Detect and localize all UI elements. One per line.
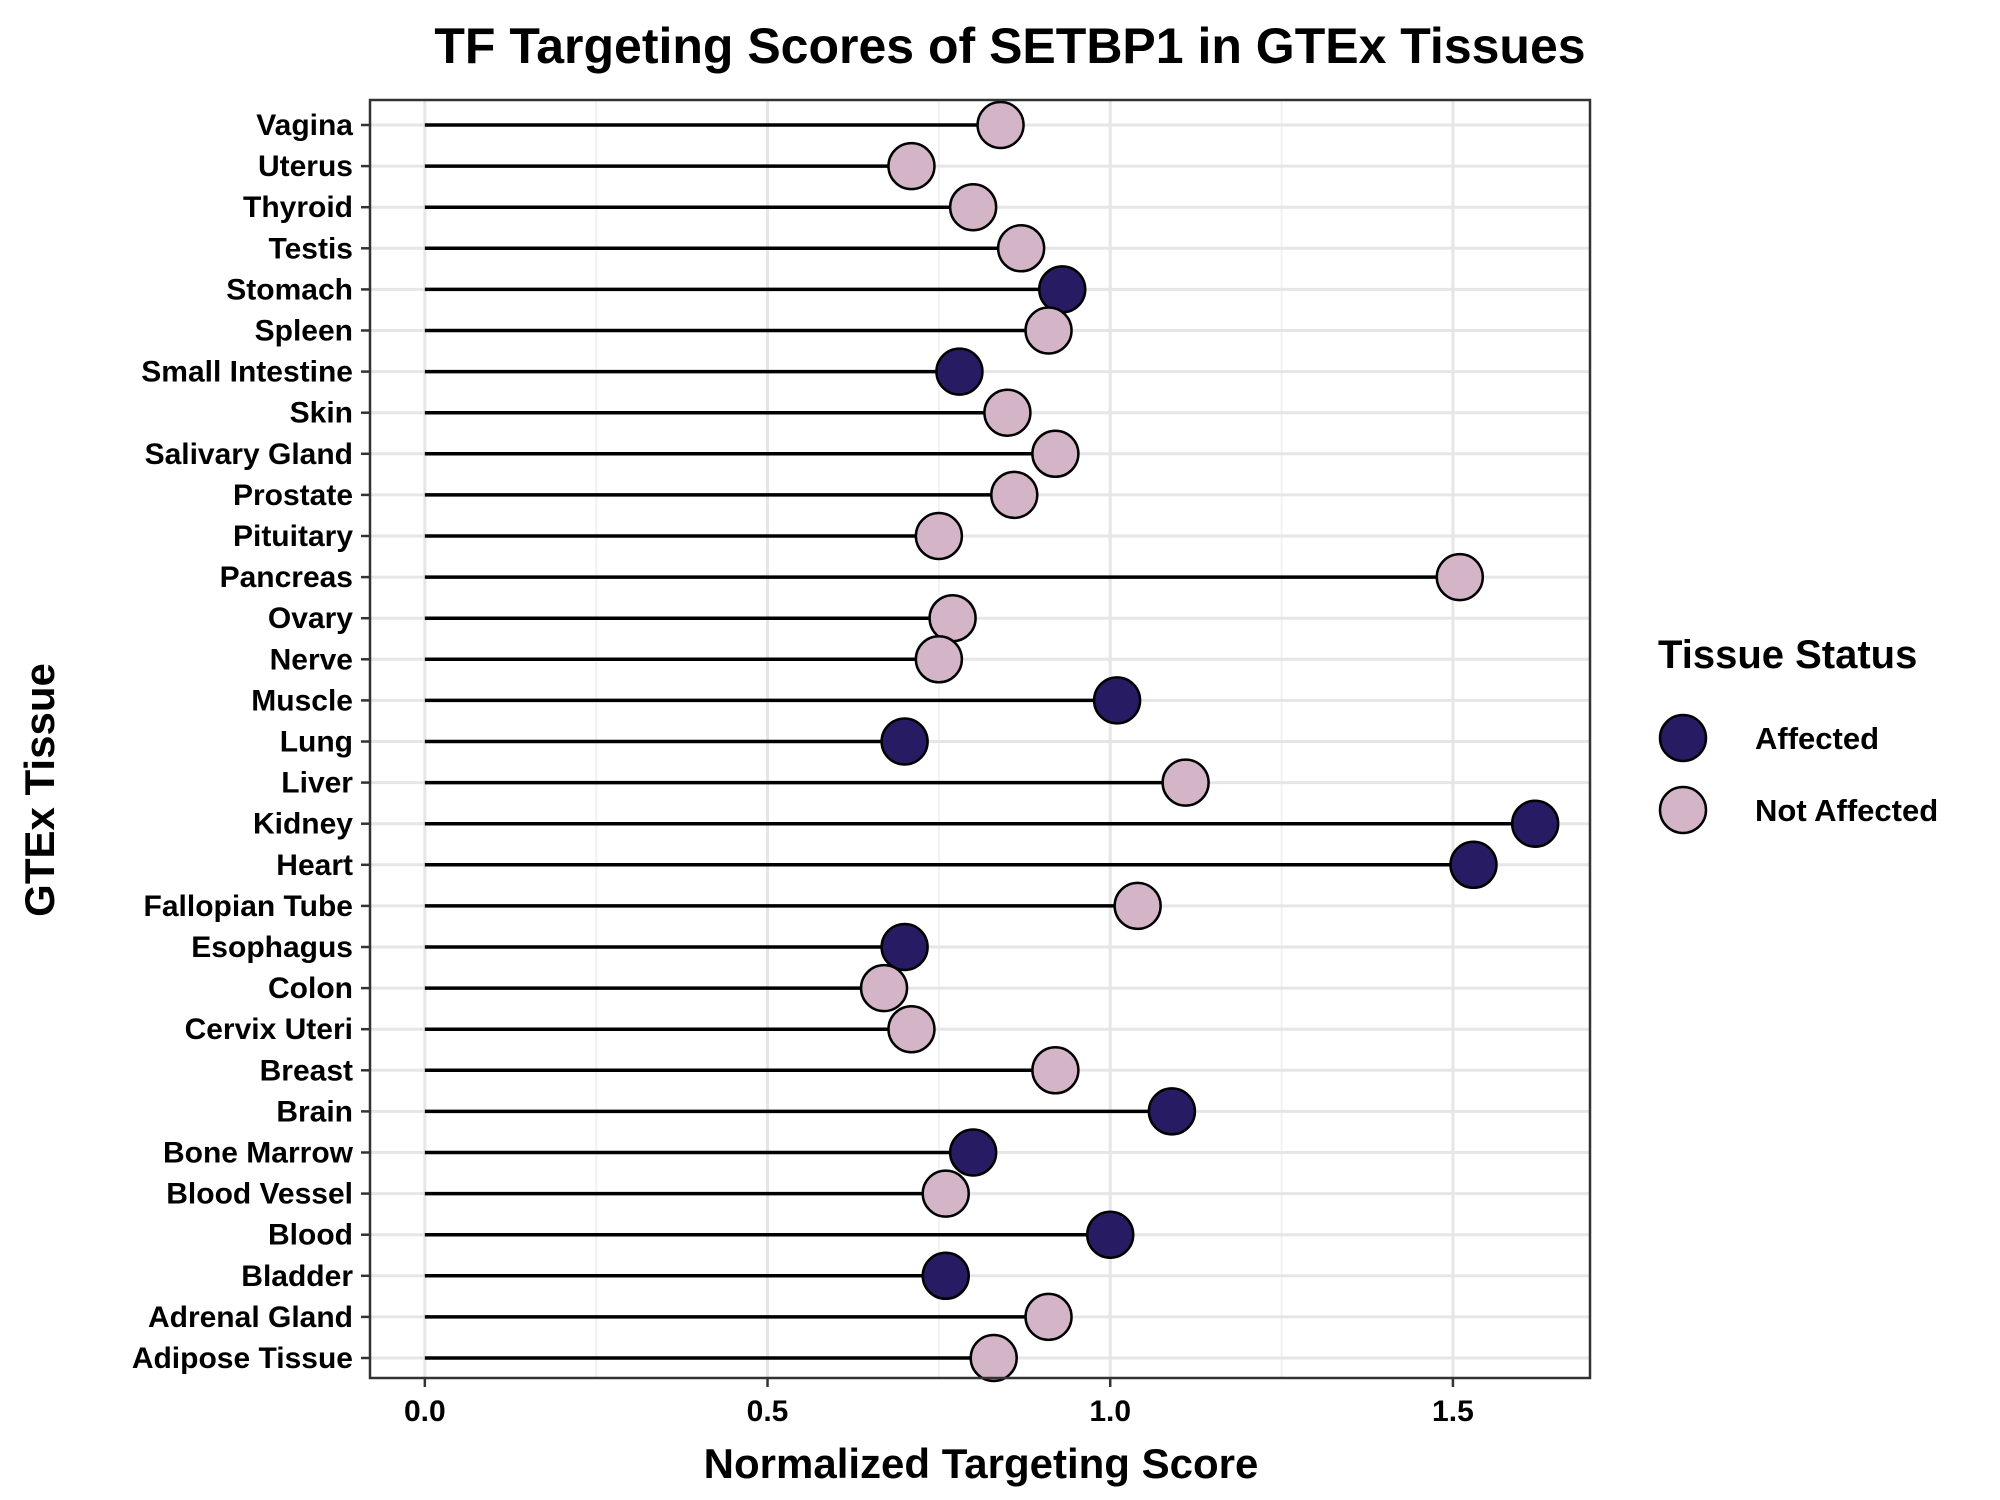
data-point [921, 1251, 970, 1301]
y-tick-label: Esophagus [191, 931, 353, 964]
data-point [948, 182, 998, 232]
y-tick-label: Heart [276, 849, 353, 882]
data-point [996, 224, 1046, 273]
x-tick-label: 0.0 [404, 1395, 446, 1428]
y-tick-label: Uterus [258, 150, 353, 183]
data-point [1113, 881, 1162, 931]
y-tick-label: Spleen [255, 315, 353, 348]
data-point [880, 922, 929, 972]
data-point [969, 1333, 1018, 1383]
data-point [1031, 1046, 1080, 1095]
data-point [1147, 1087, 1197, 1136]
legend: Tissue Status Affected Not Affected [1658, 633, 1938, 835]
x-axis-title: Normalized Targeting Score [704, 1440, 1259, 1487]
data-point [914, 635, 964, 684]
y-tick-label: Pituitary [233, 520, 353, 553]
x-tick-label: 0.5 [747, 1395, 789, 1428]
y-tick-label: Colon [268, 972, 353, 1005]
data-point [1449, 840, 1498, 890]
y-tick-label: Ovary [268, 602, 353, 635]
y-tick-label: Liver [281, 767, 353, 800]
data-point [880, 717, 929, 766]
y-tick-label: Cervix Uteri [185, 1013, 353, 1046]
data-point [1161, 758, 1210, 807]
y-tick-label: Muscle [251, 684, 353, 717]
y-tick-label: Vagina [256, 109, 353, 142]
y-tick-label: Nerve [270, 643, 353, 676]
plot-panel [370, 100, 1590, 1378]
data-point [1092, 676, 1142, 725]
y-tick-label: Lung [280, 726, 353, 759]
y-tick-label: Adipose Tissue [132, 1342, 353, 1375]
legend-label: Affected [1755, 721, 1879, 756]
data-point [1435, 552, 1485, 602]
data-point [887, 1004, 936, 1054]
y-axis-title: GTEx Tissue [16, 663, 63, 917]
data-point [1031, 429, 1080, 479]
y-tick-label: Thyroid [243, 191, 353, 224]
y-tick-label: Fallopian Tube [144, 890, 353, 923]
data-point [983, 388, 1032, 437]
y-tick-label: Bladder [241, 1260, 353, 1293]
y-tick-label: Adrenal Gland [148, 1301, 353, 1334]
y-tick-label: Bone Marrow [163, 1137, 354, 1170]
legend-label: Not Affected [1755, 793, 1938, 828]
data-point [887, 141, 936, 191]
data-point [859, 963, 909, 1013]
data-point [928, 593, 977, 643]
chart-title: TF Targeting Scores of SETBP1 in GTEx Ti… [434, 18, 1585, 74]
data-point [1085, 1210, 1135, 1259]
y-tick-label: Blood [268, 1219, 353, 1252]
x-tick-label: 1.5 [1432, 1395, 1474, 1428]
y-tick-label: Pancreas [220, 561, 353, 594]
y-tick-label: Stomach [226, 273, 353, 306]
y-tick-label: Salivary Gland [145, 438, 353, 471]
y-tick-label: Testis [269, 232, 353, 265]
legend-key [1658, 713, 1708, 763]
plot-area: Vagina Uterus Thyroid Testis Stomach Spleen Sm… [132, 98, 1592, 1428]
y-tick-label: Blood Vessel [166, 1178, 353, 1211]
x-tick-label: 1.0 [1089, 1395, 1131, 1428]
data-point [1024, 306, 1073, 355]
y-tick-label: Skin [290, 397, 353, 430]
data-point [948, 1128, 998, 1177]
y-tick-label: Breast [260, 1054, 353, 1087]
data-point [1024, 1292, 1073, 1342]
y-tick-label: Small Intestine [141, 356, 353, 389]
data-point [1510, 799, 1560, 848]
data-point [990, 470, 1039, 520]
data-point [921, 1169, 970, 1218]
data-point [935, 347, 984, 396]
data-point [1037, 265, 1087, 314]
y-tick-label: Kidney [253, 808, 353, 841]
legend-key [1658, 785, 1708, 835]
y-tick-label: Prostate [233, 479, 353, 512]
legend-title: Tissue Status [1658, 633, 1917, 677]
data-point [976, 100, 1025, 150]
data-point [914, 511, 964, 561]
plot-border [368, 98, 1592, 1380]
y-tick-label: Brain [276, 1095, 353, 1128]
